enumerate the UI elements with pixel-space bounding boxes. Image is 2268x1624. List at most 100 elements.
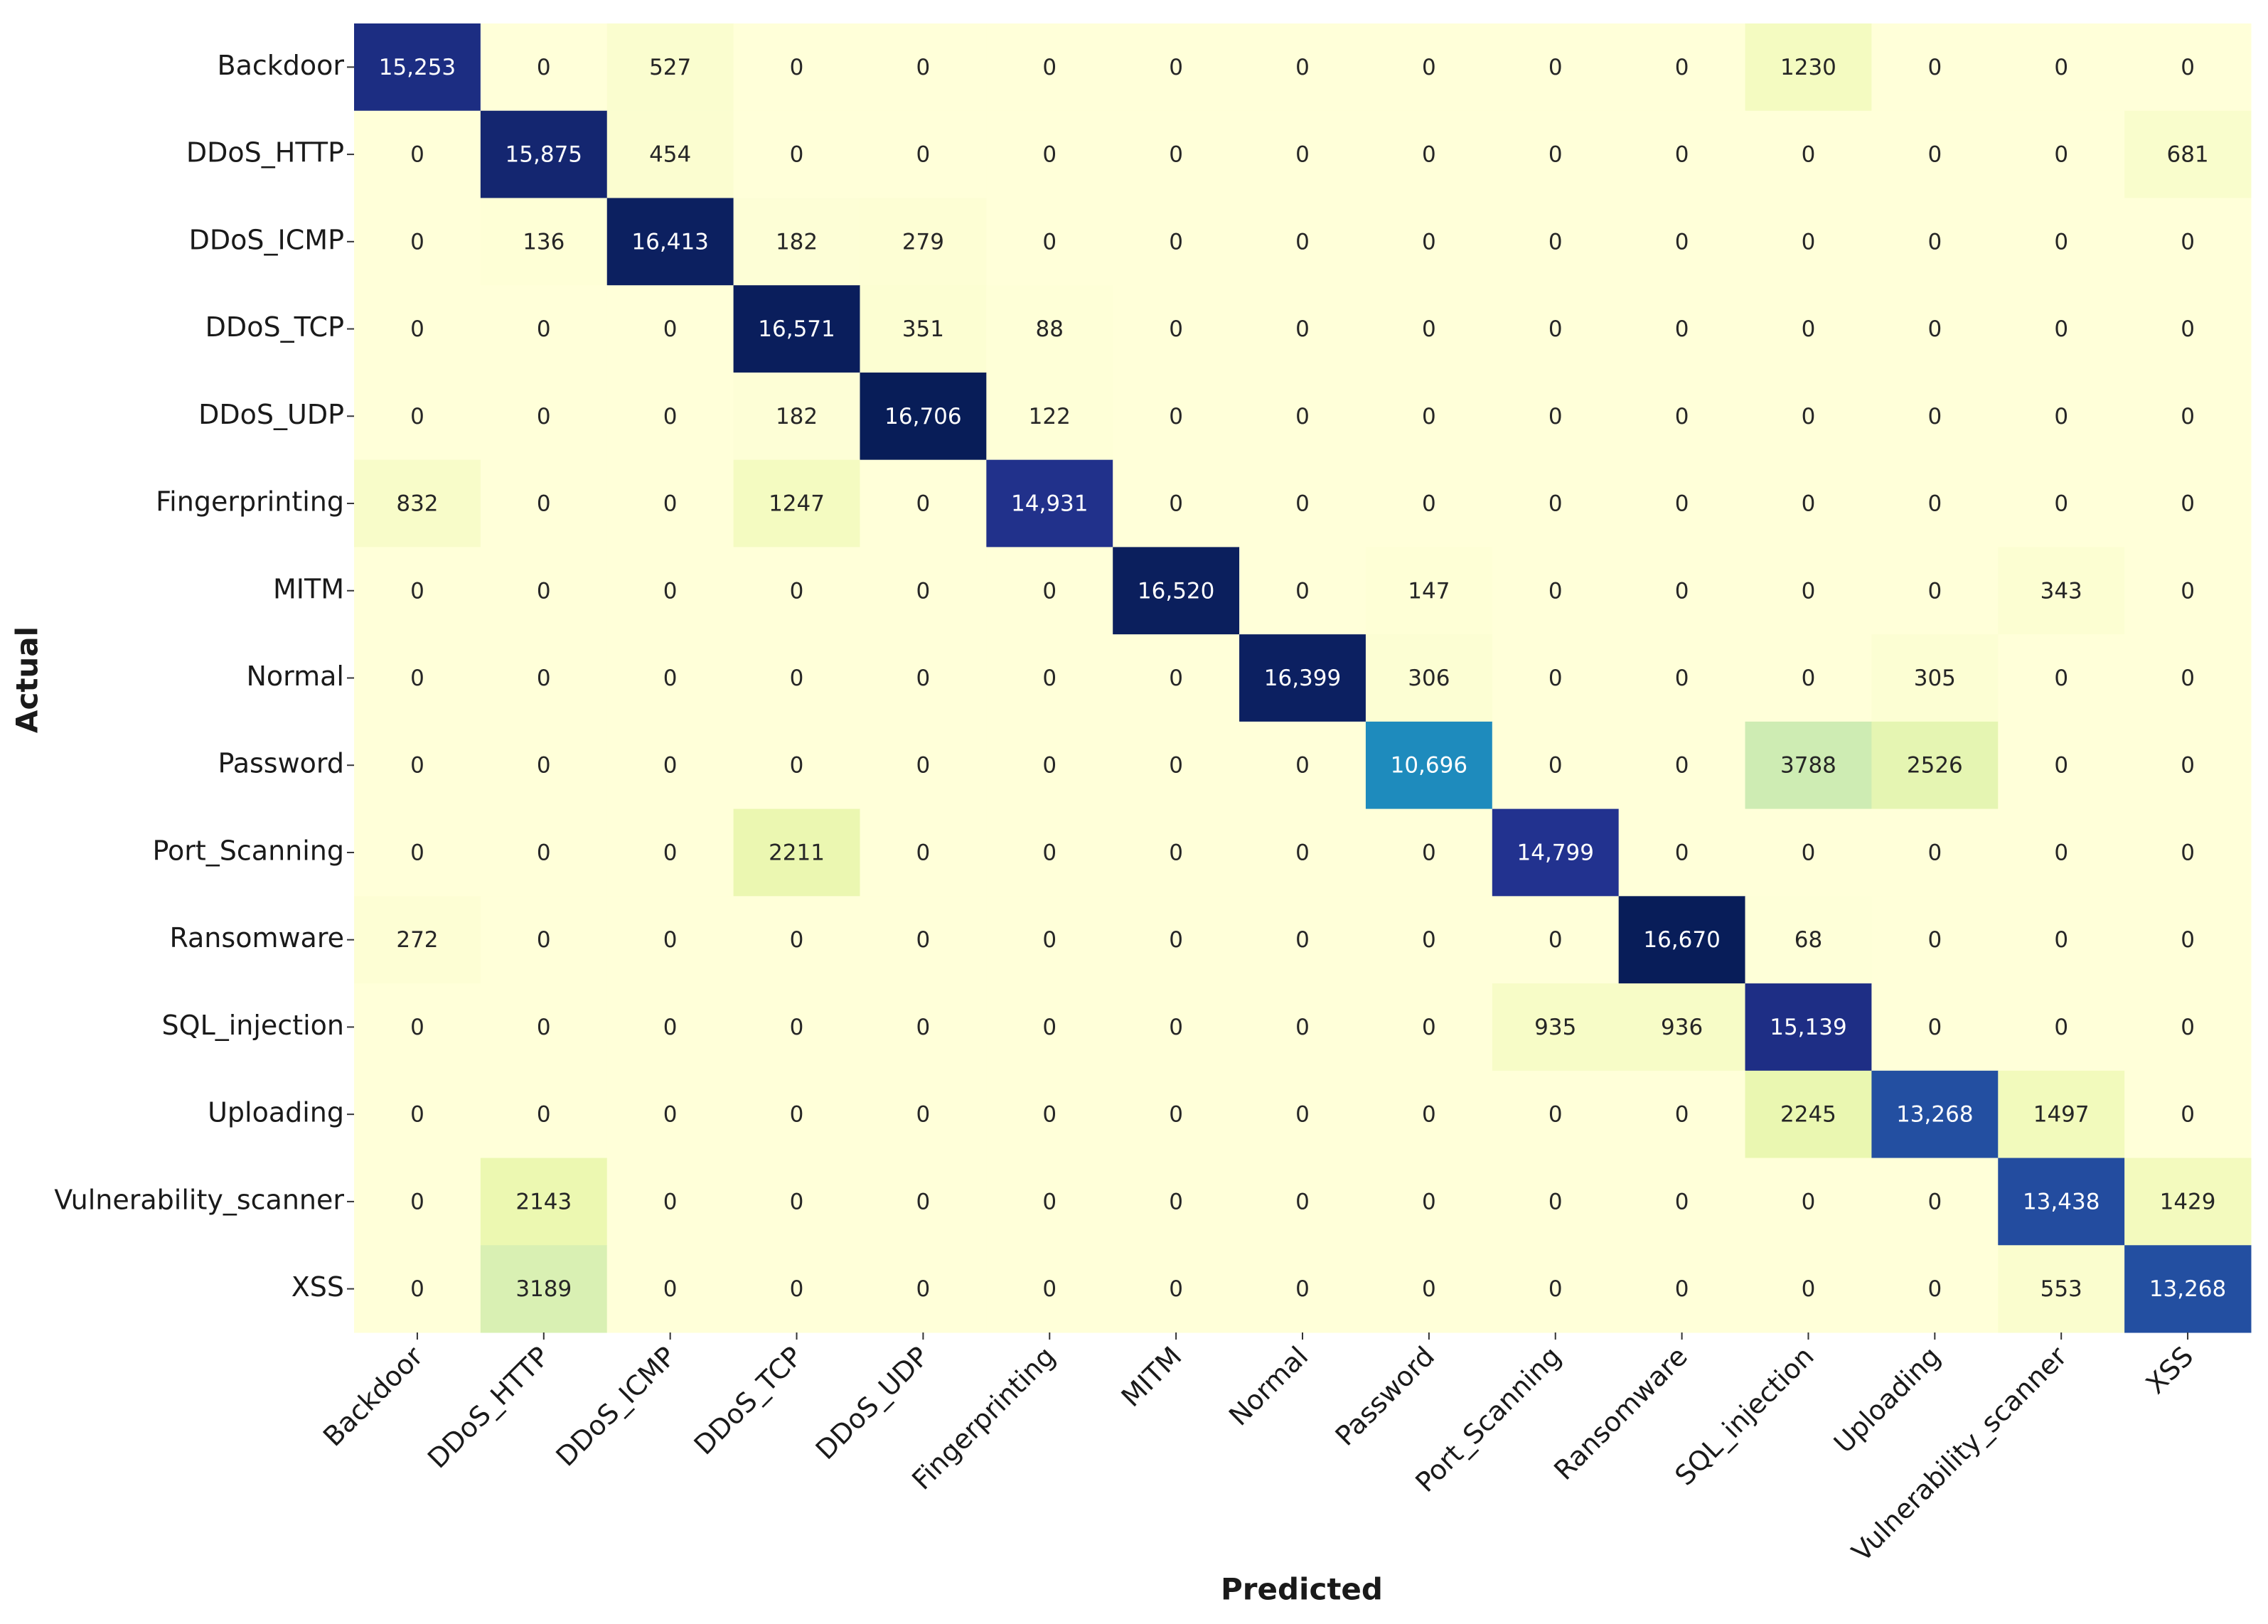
heatmap-cell xyxy=(733,1158,860,1246)
heatmap-cell xyxy=(733,285,860,373)
cell-value-label: 0 xyxy=(1802,666,1816,691)
y-tick-label: Uploading xyxy=(208,1097,344,1128)
cell-value-label: 0 xyxy=(410,666,424,691)
cell-value-label: 88 xyxy=(1036,316,1064,342)
heatmap-cell xyxy=(1113,459,1240,547)
cell-value-label: 0 xyxy=(1422,55,1436,80)
cell-value-label: 0 xyxy=(410,1015,424,1040)
cell-value-label: 3189 xyxy=(515,1276,572,1302)
heatmap-cell xyxy=(1871,1070,1999,1159)
cell-value-label: 1230 xyxy=(1780,55,1836,80)
cell-value-label: 0 xyxy=(1548,229,1563,255)
cell-value-label: 68 xyxy=(1794,927,1822,953)
heatmap-cell xyxy=(1239,285,1366,373)
cell-value-label: 0 xyxy=(410,578,424,604)
cell-value-label: 0 xyxy=(1927,1276,1942,1302)
heatmap-cell xyxy=(1998,459,2125,547)
cell-value-label: 0 xyxy=(663,927,678,953)
heatmap-cell xyxy=(1239,372,1366,461)
heatmap-cell xyxy=(1365,983,1493,1072)
cell-value-label: 0 xyxy=(1927,316,1942,342)
cell-value-label: 16,571 xyxy=(758,316,835,342)
cell-value-label: 0 xyxy=(1675,404,1689,429)
cell-value-label: 936 xyxy=(1661,1015,1703,1040)
heatmap-cell xyxy=(860,1245,987,1333)
heatmap-cell xyxy=(1365,110,1493,198)
cell-value-label: 0 xyxy=(1927,229,1942,255)
heatmap-cell xyxy=(860,23,987,112)
cell-value-label: 13,268 xyxy=(2149,1276,2226,1302)
cell-value-label: 0 xyxy=(1169,840,1183,865)
cell-value-label: 0 xyxy=(2054,840,2068,865)
cell-value-label: 14,799 xyxy=(1517,840,1593,865)
heatmap-cell xyxy=(1745,23,1872,112)
heatmap-cell xyxy=(1998,808,2125,897)
cell-value-label: 0 xyxy=(916,927,931,953)
heatmap-cell xyxy=(606,983,734,1072)
heatmap-cell xyxy=(1113,1158,1240,1246)
heatmap-cell xyxy=(1618,634,1746,722)
heatmap-cell xyxy=(1492,1245,1620,1333)
cell-value-label: 305 xyxy=(1914,666,1956,691)
cell-value-label: 0 xyxy=(1042,840,1057,865)
heatmap-cell xyxy=(606,23,734,112)
heatmap-cell xyxy=(1745,634,1872,722)
cell-value-label: 0 xyxy=(1042,1276,1057,1302)
cell-value-label: 0 xyxy=(663,404,678,429)
x-tick-label: Normal xyxy=(1223,1340,1314,1431)
heatmap-cell xyxy=(986,721,1113,810)
heatmap-cell xyxy=(986,634,1113,722)
heatmap-cell xyxy=(1998,721,2125,810)
cell-value-label: 0 xyxy=(537,578,551,604)
cell-value-label: 0 xyxy=(2181,1015,2195,1040)
heatmap-cell xyxy=(1492,547,1620,635)
cell-value-label: 0 xyxy=(1675,1276,1689,1302)
heatmap-cell xyxy=(1745,808,1872,897)
cell-value-label: 0 xyxy=(790,578,804,604)
heatmap-cell xyxy=(1871,983,1999,1072)
cell-value-label: 0 xyxy=(537,491,551,517)
cell-value-label: 0 xyxy=(1675,142,1689,168)
cell-value-label: 0 xyxy=(790,1015,804,1040)
cell-value-label: 0 xyxy=(2181,229,2195,255)
cell-value-label: 10,696 xyxy=(1391,753,1467,779)
cell-value-label: 1497 xyxy=(2033,1102,2090,1128)
heatmap-cell xyxy=(1113,808,1240,897)
cell-value-label: 0 xyxy=(790,1276,804,1302)
cell-value-label: 0 xyxy=(916,1015,931,1040)
cell-value-label: 0 xyxy=(1548,1189,1563,1214)
cell-value-label: 0 xyxy=(1169,491,1183,517)
heatmap-cell xyxy=(986,1070,1113,1159)
cell-value-label: 0 xyxy=(1422,316,1436,342)
cell-value-label: 0 xyxy=(2181,840,2195,865)
cell-value-label: 0 xyxy=(2181,753,2195,779)
heatmap-cell xyxy=(1998,198,2125,286)
cell-value-label: 0 xyxy=(1042,142,1057,168)
cell-value-label: 0 xyxy=(1042,666,1057,691)
cell-value-label: 0 xyxy=(1169,1015,1183,1040)
heatmap-cell xyxy=(1745,1158,1872,1246)
cell-value-label: 0 xyxy=(1169,404,1183,429)
cell-value-label: 0 xyxy=(1042,578,1057,604)
heatmap-cell xyxy=(1239,1245,1366,1333)
cell-value-label: 0 xyxy=(916,491,931,517)
heatmap-cell xyxy=(354,372,481,461)
cell-value-label: 0 xyxy=(1548,927,1563,953)
heatmap-cell xyxy=(1239,198,1366,286)
cell-value-label: 0 xyxy=(537,404,551,429)
heatmap-cell xyxy=(860,1070,987,1159)
cell-value-label: 16,706 xyxy=(884,404,961,429)
cell-value-label: 0 xyxy=(1295,55,1310,80)
heatmap-cell xyxy=(354,721,481,810)
cell-value-label: 0 xyxy=(790,666,804,691)
heatmap-cell xyxy=(1998,634,2125,722)
heatmap-cell xyxy=(354,23,481,112)
cell-value-label: 272 xyxy=(396,927,438,953)
cell-value-label: 0 xyxy=(1422,229,1436,255)
heatmap-cell xyxy=(1365,372,1493,461)
cell-value-label: 0 xyxy=(1295,404,1310,429)
cell-value-label: 0 xyxy=(663,1015,678,1040)
heatmap-cell xyxy=(354,110,481,198)
cell-value-label: 0 xyxy=(537,1102,551,1128)
heatmap-cell xyxy=(1492,634,1620,722)
